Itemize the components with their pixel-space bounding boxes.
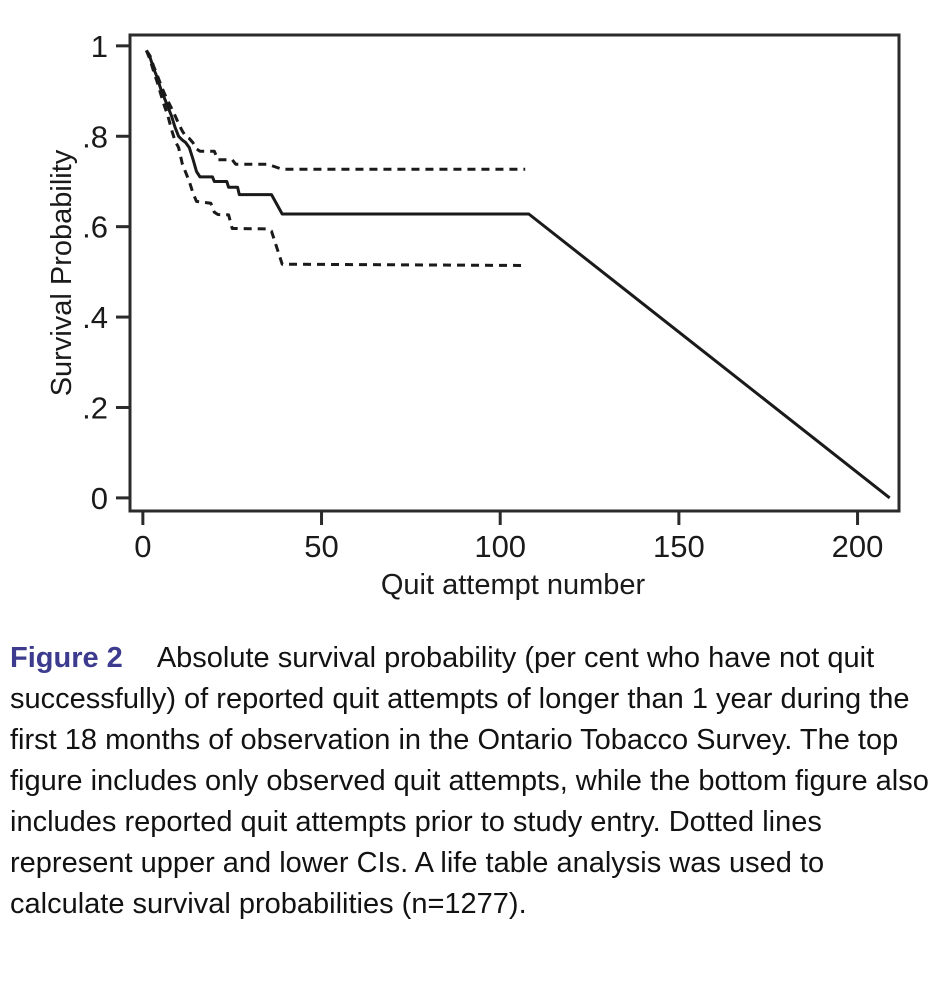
x-tick-label: 0 bbox=[134, 529, 151, 564]
y-tick-label: .2 bbox=[82, 390, 108, 425]
y-tick-label: .4 bbox=[82, 300, 108, 335]
y-tick-label: .6 bbox=[82, 210, 108, 245]
upper_ci-line bbox=[145, 49, 526, 171]
survival-line bbox=[145, 49, 891, 500]
axis-layer: 0 50 100 150 200 1 .8 .6 .4 .2 0 bbox=[82, 29, 901, 564]
figure-caption: Figure 2 Absolute survival probability (p… bbox=[10, 638, 930, 925]
figure-label: Figure 2 bbox=[10, 642, 123, 674]
x-axis-title: Quit attempt number bbox=[381, 569, 646, 601]
survival-chart-svg: 0 50 100 150 200 1 .8 .6 .4 .2 0 Survival Probabil… bbox=[46, 29, 901, 601]
y-tick-label: 1 bbox=[91, 29, 108, 64]
figure-caption-text: Absolute survival probability (per cent … bbox=[10, 642, 929, 920]
plot-frame bbox=[128, 33, 901, 513]
y-tick-label: .8 bbox=[82, 119, 108, 154]
y-tick-label: 0 bbox=[91, 481, 108, 516]
x-tick-label: 100 bbox=[474, 529, 526, 564]
x-tick-label: 150 bbox=[653, 529, 705, 564]
y-axis-title: Survival Probability bbox=[46, 149, 78, 396]
survival-chart: 0 50 100 150 200 1 .8 .6 .4 .2 0 Survival Probabil… bbox=[46, 29, 901, 601]
figure-2: 0 50 100 150 200 1 .8 .6 .4 .2 0 Survival Probabil… bbox=[10, 29, 930, 925]
lower_ci-line bbox=[145, 49, 526, 267]
series-layer bbox=[145, 49, 891, 500]
x-tick-label: 50 bbox=[304, 529, 338, 564]
x-tick-label: 200 bbox=[832, 529, 884, 564]
